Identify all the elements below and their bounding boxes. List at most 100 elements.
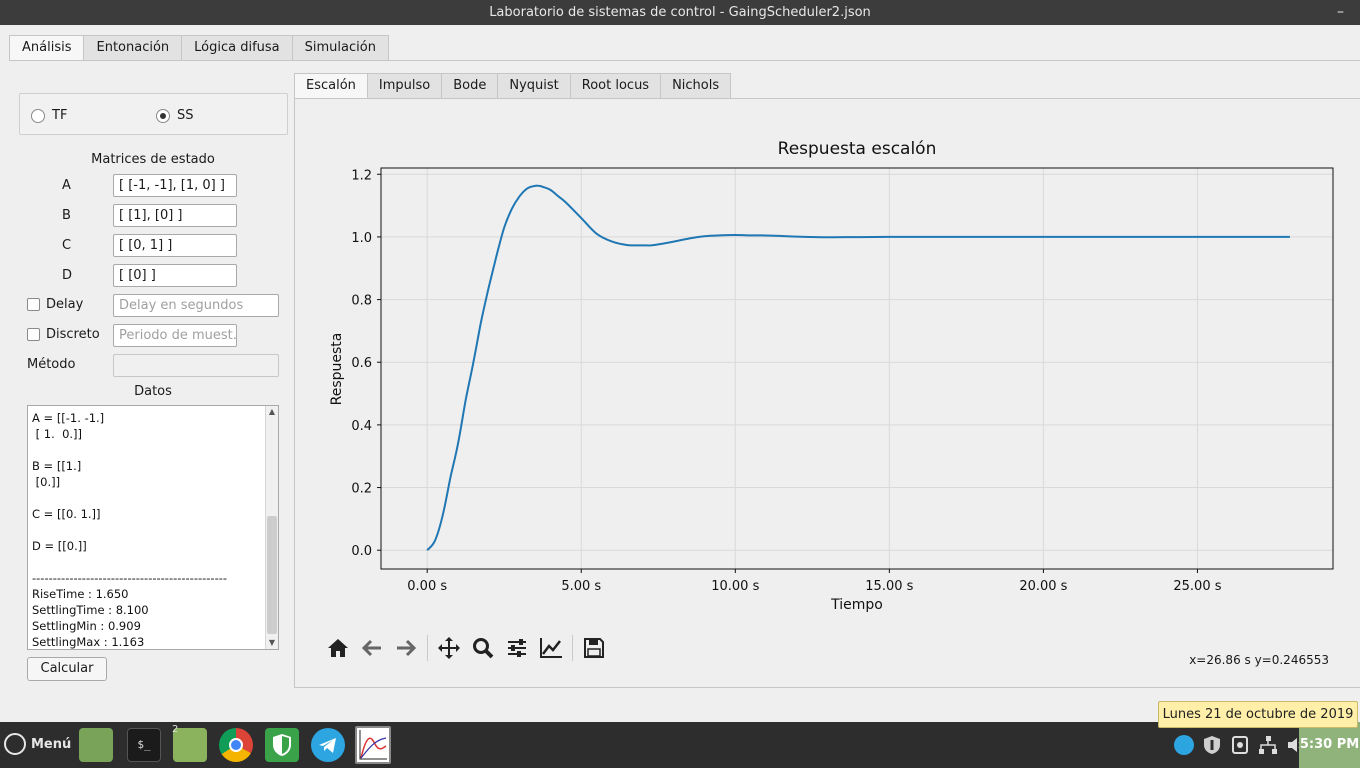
metodo-select[interactable] — [113, 354, 279, 377]
window-title: Laboratorio de sistemas de control - Gai… — [489, 5, 871, 20]
metodo-label: Método — [27, 357, 76, 372]
radio-ss-label: SS — [177, 108, 194, 123]
y-tick-label: 0.4 — [351, 419, 372, 434]
delay-checkbox[interactable] — [27, 298, 40, 311]
mode-group: TF SS — [19, 93, 288, 135]
folder-icon[interactable]: 2 — [172, 724, 207, 762]
chart-grid — [381, 168, 1333, 569]
delay-label: Delay — [46, 297, 84, 312]
configure-subplots-icon[interactable] — [500, 633, 534, 663]
tab-divider — [9, 60, 1360, 61]
cursor-readout: x=26.86 s y=0.246553 — [1189, 653, 1329, 667]
clock[interactable]: 5:30 PM — [1299, 722, 1360, 768]
left-panel: TF SS Matrices de estado A [ [-1, -1], [… — [0, 61, 294, 722]
x-tick-label: 25.00 s — [1173, 579, 1221, 594]
scroll-thumb[interactable] — [267, 516, 277, 634]
radio-ss[interactable]: SS — [156, 108, 194, 123]
toolbar-separator — [572, 635, 573, 661]
x-tick-label: 5.00 s — [561, 579, 601, 594]
y-axis-ticks: 0.0 0.2 0.4 0.6 0.8 1.0 1.2 — [351, 168, 381, 559]
clipboard-icon[interactable] — [1230, 735, 1250, 755]
matrix-a-input[interactable]: [ [-1, -1], [1, 0] ] — [113, 174, 237, 197]
y-tick-label: 0.8 — [351, 294, 372, 309]
matrices-title: Matrices de estado — [91, 152, 215, 167]
tab-nichols[interactable]: Nichols — [660, 73, 732, 98]
matrix-b-label: B — [62, 208, 71, 223]
scroll-up-icon[interactable]: ▲ — [268, 407, 276, 416]
y-tick-label: 1.2 — [351, 168, 372, 183]
tab-nyquist[interactable]: Nyquist — [497, 73, 571, 98]
radio-tf-dot[interactable] — [31, 108, 45, 123]
window-titlebar: Laboratorio de sistemas de control - Gai… — [0, 0, 1360, 25]
tab-bode[interactable]: Bode — [441, 73, 499, 98]
tab-entonacion[interactable]: Entonación — [83, 35, 183, 60]
x-axis-ticks: 0.00 s 5.00 s 10.00 s 15.00 s 20.00 s 25.00 s — [407, 569, 1222, 594]
x-tick-label: 0.00 s — [407, 579, 447, 594]
menu-label: Menú — [31, 736, 72, 752]
shield-icon[interactable] — [265, 728, 299, 762]
tab-escalon[interactable]: Escalón — [294, 73, 368, 99]
back-arrow-icon[interactable] — [355, 633, 389, 663]
home-icon[interactable] — [321, 633, 355, 663]
system-tray — [1170, 722, 1310, 768]
tab-impulso[interactable]: Impulso — [366, 73, 443, 98]
datos-title: Datos — [134, 384, 172, 399]
forward-arrow-icon[interactable] — [389, 633, 423, 663]
tab-analisis[interactable]: Análisis — [9, 35, 85, 61]
taskbar: Menú $_ 2 5:30 PM — [0, 722, 1360, 768]
plot-app-icon[interactable] — [355, 726, 391, 764]
main-tabbar: Análisis Entonación Lógica difusa Simula… — [9, 35, 389, 61]
y-axis-label: Respuesta — [329, 333, 345, 406]
calcular-button[interactable]: Calcular — [27, 657, 107, 681]
scroll-down-icon[interactable]: ▼ — [268, 638, 276, 647]
matrix-d-input[interactable]: [ [0] ] — [113, 264, 237, 287]
y-tick-label: 0.2 — [351, 482, 372, 497]
app-window: Análisis Entonación Lógica difusa Simula… — [0, 25, 1360, 722]
zoom-icon[interactable] — [466, 633, 500, 663]
y-tick-label: 0.0 — [351, 544, 372, 559]
x-tick-label: 20.00 s — [1019, 579, 1067, 594]
chart-title: Respuesta escalón — [778, 139, 937, 159]
plot-panel: Respuesta escalón 0.00 s 5.00 s 10.00 s 15.… — [294, 98, 1360, 688]
y-tick-label: 1.0 — [351, 231, 372, 246]
tab-logica-difusa[interactable]: Lógica difusa — [181, 35, 293, 60]
terminal-icon[interactable]: $_ — [127, 728, 161, 762]
network-icon[interactable] — [1258, 735, 1278, 755]
files-icon[interactable] — [79, 728, 113, 762]
x-tick-label: 15.00 s — [865, 579, 913, 594]
pan-icon[interactable] — [432, 633, 466, 663]
radio-ss-dot[interactable] — [156, 108, 170, 123]
plot-tabbar: Escalón Impulso Bode Nyquist Root locus … — [294, 73, 732, 99]
delay-input[interactable]: Delay en segundos — [113, 294, 279, 317]
datos-text: A = [[-1. -1.] [ 1. 0.]] B = [[1.] [0.]]… — [32, 411, 228, 649]
step-response-chart: Respuesta escalón 0.00 s 5.00 s 10.00 s 15.… — [329, 139, 1334, 613]
matrix-d-label: D — [62, 268, 73, 283]
tab-root-locus[interactable]: Root locus — [569, 73, 662, 98]
start-menu-button[interactable]: Menú — [4, 733, 71, 755]
x-tick-label: 10.00 s — [711, 579, 759, 594]
chrome-icon[interactable] — [219, 728, 253, 762]
x-axis-label: Tiempo — [830, 597, 883, 613]
minimize-button[interactable]: – — [1337, 4, 1344, 20]
telegram-tray-icon[interactable] — [1174, 735, 1194, 755]
plot-toolbar — [321, 633, 611, 663]
tab-simulacion[interactable]: Simulación — [291, 35, 389, 60]
periodo-input[interactable]: Periodo de muest... — [113, 324, 237, 347]
matrix-c-label: C — [62, 238, 72, 253]
datos-scrollbar[interactable]: ▲ ▼ — [265, 406, 278, 649]
matrix-c-input[interactable]: [ [0, 1] ] — [113, 234, 237, 257]
telegram-icon[interactable] — [311, 728, 345, 762]
discreto-label: Discreto — [46, 327, 100, 342]
updates-shield-icon[interactable] — [1202, 735, 1222, 755]
discreto-checkbox[interactable] — [27, 328, 40, 341]
plot-frame — [380, 167, 1334, 570]
matrix-b-input[interactable]: [ [1], [0] ] — [113, 204, 237, 227]
save-icon[interactable] — [577, 633, 611, 663]
y-tick-label: 0.6 — [351, 356, 372, 371]
radio-tf[interactable]: TF — [31, 108, 67, 123]
edit-axes-icon[interactable] — [534, 633, 568, 663]
datos-textarea[interactable]: A = [[-1. -1.] [ 1. 0.]] B = [[1.] [0.]]… — [27, 405, 279, 650]
matrix-a-label: A — [62, 178, 71, 193]
folder-badge: 2 — [172, 724, 179, 735]
series-response-line — [426, 184, 1290, 551]
